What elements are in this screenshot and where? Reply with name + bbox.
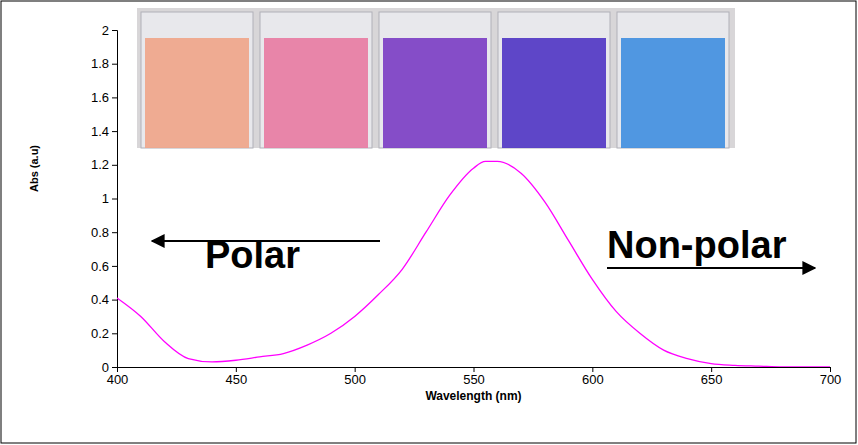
- y-tick-mark: [112, 300, 117, 301]
- y-tick-mark: [112, 131, 117, 132]
- cuvette-photo: [137, 8, 735, 148]
- x-axis-title: Wavelength (nm): [425, 389, 521, 403]
- y-tick-mark: [112, 232, 117, 233]
- y-tick: 0: [102, 360, 117, 375]
- x-tick-label: 650: [701, 372, 723, 387]
- y-tick: 0.8: [91, 225, 117, 240]
- y-tick-label: 0.4: [91, 292, 109, 307]
- cuvette: [379, 12, 491, 148]
- y-tick: 1.6: [91, 90, 117, 105]
- y-tick-mark: [112, 97, 117, 98]
- x-tick-label: 400: [107, 372, 129, 387]
- x-axis: 400 450 500 550 600 650 700: [107, 367, 842, 387]
- y-tick-label: 1.6: [91, 90, 109, 105]
- x-tick: 500: [344, 367, 366, 387]
- y-tick-label: 1.4: [91, 124, 109, 139]
- y-axis-line: [112, 31, 118, 368]
- y-tick: 2: [102, 23, 117, 38]
- y-tick-mark: [112, 266, 117, 267]
- y-tick-label: 1: [102, 191, 109, 206]
- annotation: Polar: [205, 234, 300, 276]
- cuvette-liquid: [264, 38, 368, 148]
- y-axis-title: Abs (a.u): [28, 145, 40, 192]
- x-tick: 400: [107, 367, 129, 387]
- x-tick: 450: [225, 367, 247, 387]
- x-tick: 550: [463, 367, 485, 387]
- y-tick: 1.2: [91, 157, 117, 172]
- y-tick-label: 1.8: [91, 56, 109, 71]
- y-tick-label: 2: [102, 23, 109, 38]
- y-tick-label: 0.2: [91, 326, 109, 341]
- y-tick: 1.4: [91, 124, 117, 139]
- y-tick-mark: [112, 367, 117, 368]
- y-tick-mark: [112, 30, 117, 31]
- x-tick-label: 700: [820, 372, 842, 387]
- cuvette: [617, 12, 729, 148]
- x-tick-label: 550: [463, 372, 485, 387]
- y-tick-label: 0: [102, 360, 109, 375]
- annotation: Non-polar: [607, 224, 787, 266]
- cuvette-liquid: [621, 38, 725, 148]
- y-tick: 1.8: [91, 56, 117, 71]
- cuvette-liquid: [502, 38, 606, 148]
- nonpolar-arrow: [607, 267, 815, 269]
- x-tick: 700: [820, 367, 842, 387]
- photo-ground: [137, 8, 735, 148]
- x-tick-label: 600: [582, 372, 604, 387]
- cuvette: [498, 12, 610, 148]
- x-tick-label: 500: [344, 372, 366, 387]
- cuvette: [260, 12, 372, 148]
- y-tick-label: 1.2: [91, 157, 109, 172]
- chart: 400 450 500 550 600 650 700 0 0.2 0.4 0.6 0.8 1 1.2 1.…: [0, 0, 858, 445]
- y-tick-mark: [112, 64, 117, 65]
- cuvette-liquid: [145, 38, 249, 148]
- y-tick-mark: [112, 165, 117, 166]
- y-tick-label: 0.6: [91, 259, 109, 274]
- y-tick-label: 0.8: [91, 225, 109, 240]
- spectrum-line: [117, 161, 830, 367]
- x-tick: 650: [701, 367, 723, 387]
- figure-frame: [1, 1, 856, 443]
- y-tick: 0.6: [91, 259, 117, 274]
- y-tick: 0.4: [91, 292, 117, 307]
- y-tick: 0.2: [91, 326, 117, 341]
- y-axis: 0 0.2 0.4 0.6 0.8 1 1.2 1.4 1.6 1.8 2: [91, 23, 118, 375]
- y-tick: 1: [102, 191, 117, 206]
- y-tick-mark: [112, 199, 117, 200]
- cuvette-liquid: [383, 38, 487, 148]
- plot-area: [117, 161, 830, 367]
- y-tick-mark: [112, 333, 117, 334]
- x-tick-label: 450: [225, 372, 247, 387]
- x-tick: 600: [582, 367, 604, 387]
- cuvette: [141, 12, 253, 148]
